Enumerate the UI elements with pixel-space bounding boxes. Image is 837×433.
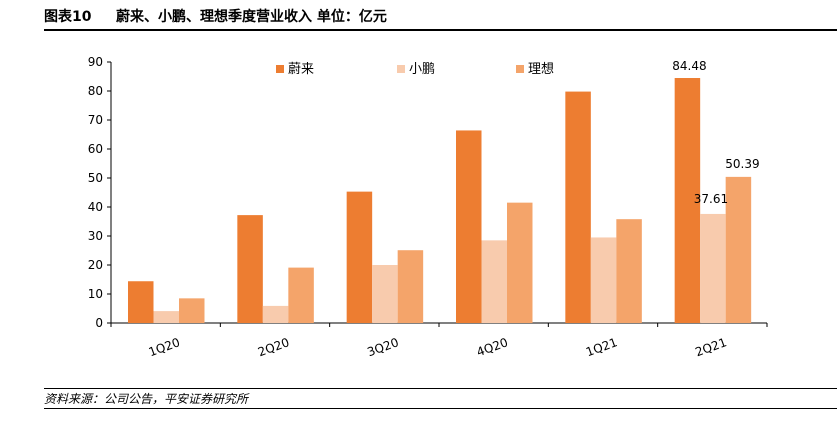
bar-蔚来-1Q21 [565, 91, 591, 323]
figure-label: 图表10 [44, 9, 92, 25]
bar-蔚来-4Q20 [456, 130, 482, 323]
y-tick-label: 40 [88, 200, 103, 214]
x-tick-label: 2Q21 [693, 335, 728, 359]
bar-理想-2Q20 [288, 267, 314, 323]
y-tick-label: 50 [88, 171, 103, 185]
figure-header: 图表10 蔚来、小鹏、理想季度营业收入 单位：亿元 [44, 6, 837, 28]
legend-label: 理想 [528, 61, 554, 77]
bar-小鹏-3Q20 [372, 265, 398, 323]
bar-理想-1Q21 [616, 219, 642, 323]
bar-小鹏-4Q20 [481, 240, 507, 323]
header-rule [44, 29, 837, 31]
bar-小鹏-2Q21 [700, 213, 726, 323]
data-label: 37.61 [694, 192, 728, 206]
y-tick-label: 60 [88, 142, 103, 156]
data-label: 84.48 [672, 59, 706, 73]
x-tick-label: 1Q20 [147, 335, 182, 359]
bar-小鹏-2Q20 [262, 305, 289, 323]
bar-小鹏-1Q20 [153, 311, 179, 323]
x-tick-label: 3Q20 [365, 335, 400, 359]
bar-蔚来-3Q20 [346, 191, 373, 323]
source-note: 资料来源：公司公告，平安证券研究所 [44, 392, 249, 406]
bar-理想-1Q20 [179, 298, 205, 323]
figure-title: 蔚来、小鹏、理想季度营业收入 单位：亿元 [116, 9, 387, 25]
y-tick-label: 10 [88, 287, 103, 301]
source-rule-bottom [44, 408, 837, 409]
x-tick-label: 1Q21 [584, 335, 619, 359]
legend-swatch-蔚来 [276, 65, 284, 73]
bar-理想-2Q21 [725, 176, 752, 323]
y-tick-label: 90 [88, 55, 103, 69]
legend-label: 小鹏 [409, 62, 435, 77]
y-tick-label: 30 [88, 229, 103, 243]
y-tick-label: 20 [88, 258, 103, 272]
source-rule-top [44, 388, 837, 389]
y-tick-label: 0 [95, 316, 103, 330]
y-tick-label: 70 [88, 113, 103, 127]
bar-理想-4Q20 [507, 202, 533, 323]
bar-蔚来-2Q20 [237, 215, 263, 323]
bar-理想-3Q20 [397, 250, 424, 323]
x-tick-label: 4Q20 [475, 335, 510, 359]
bar-蔚来-1Q20 [128, 281, 154, 323]
data-label: 50.39 [725, 157, 759, 171]
legend-swatch-理想 [516, 65, 524, 73]
bar-蔚来-2Q21 [674, 78, 701, 324]
y-tick-label: 80 [88, 84, 103, 98]
bar-小鹏-1Q21 [590, 237, 617, 323]
legend-swatch-小鹏 [397, 65, 405, 73]
x-tick-label: 2Q20 [256, 335, 291, 359]
legend-label: 蔚来 [288, 62, 314, 77]
